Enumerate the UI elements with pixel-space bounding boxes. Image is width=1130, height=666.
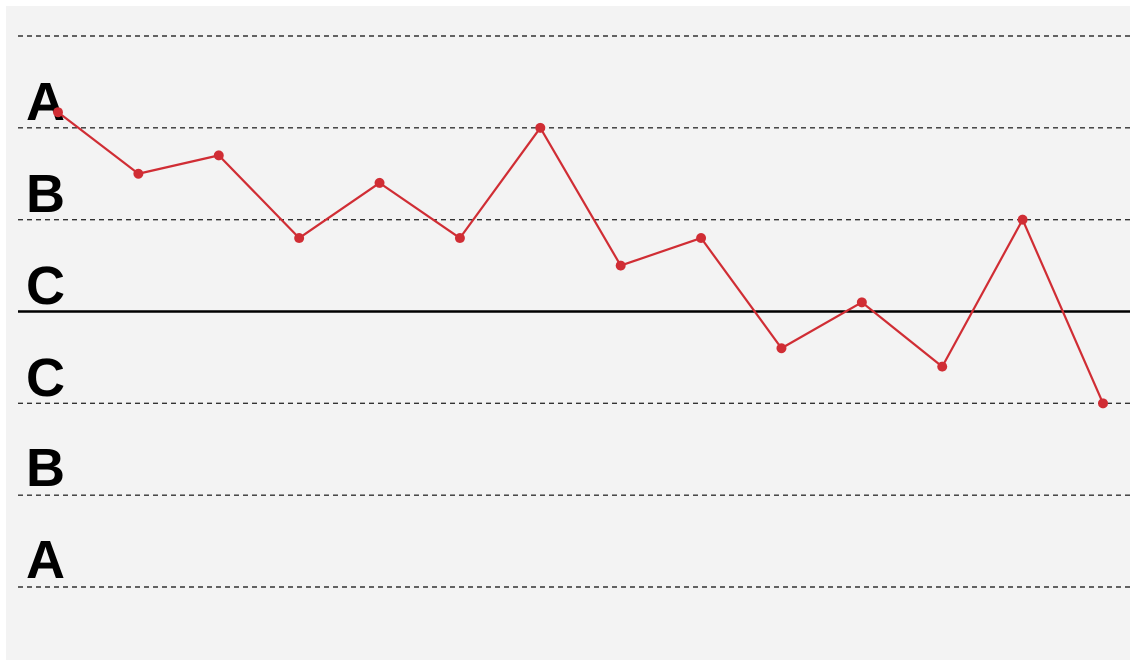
zone-label-upper-a: A [26, 72, 65, 132]
zone-label-upper-c: C [26, 256, 65, 316]
chart-panel [6, 6, 1130, 660]
zone-label-lower-c: C [26, 348, 65, 408]
data-point [856, 297, 867, 308]
series-line [57, 111, 1105, 404]
data-point [133, 168, 144, 179]
zone-label-upper-b: B [26, 164, 65, 224]
data-point [535, 122, 546, 133]
data-point [213, 150, 224, 161]
data-point [454, 233, 465, 244]
data-point [696, 233, 707, 244]
data-point [937, 361, 948, 372]
series-points [53, 107, 1108, 409]
data-point [53, 107, 63, 118]
data-point [776, 343, 787, 354]
zone-label-lower-b: B [26, 438, 65, 498]
zone-labels: A B C C B A [26, 72, 65, 590]
data-point [294, 233, 305, 244]
data-point [615, 260, 626, 271]
zone-label-lower-a: A [26, 530, 65, 590]
data-point [1017, 214, 1028, 225]
data-point [374, 177, 385, 188]
data-point [1098, 398, 1108, 409]
